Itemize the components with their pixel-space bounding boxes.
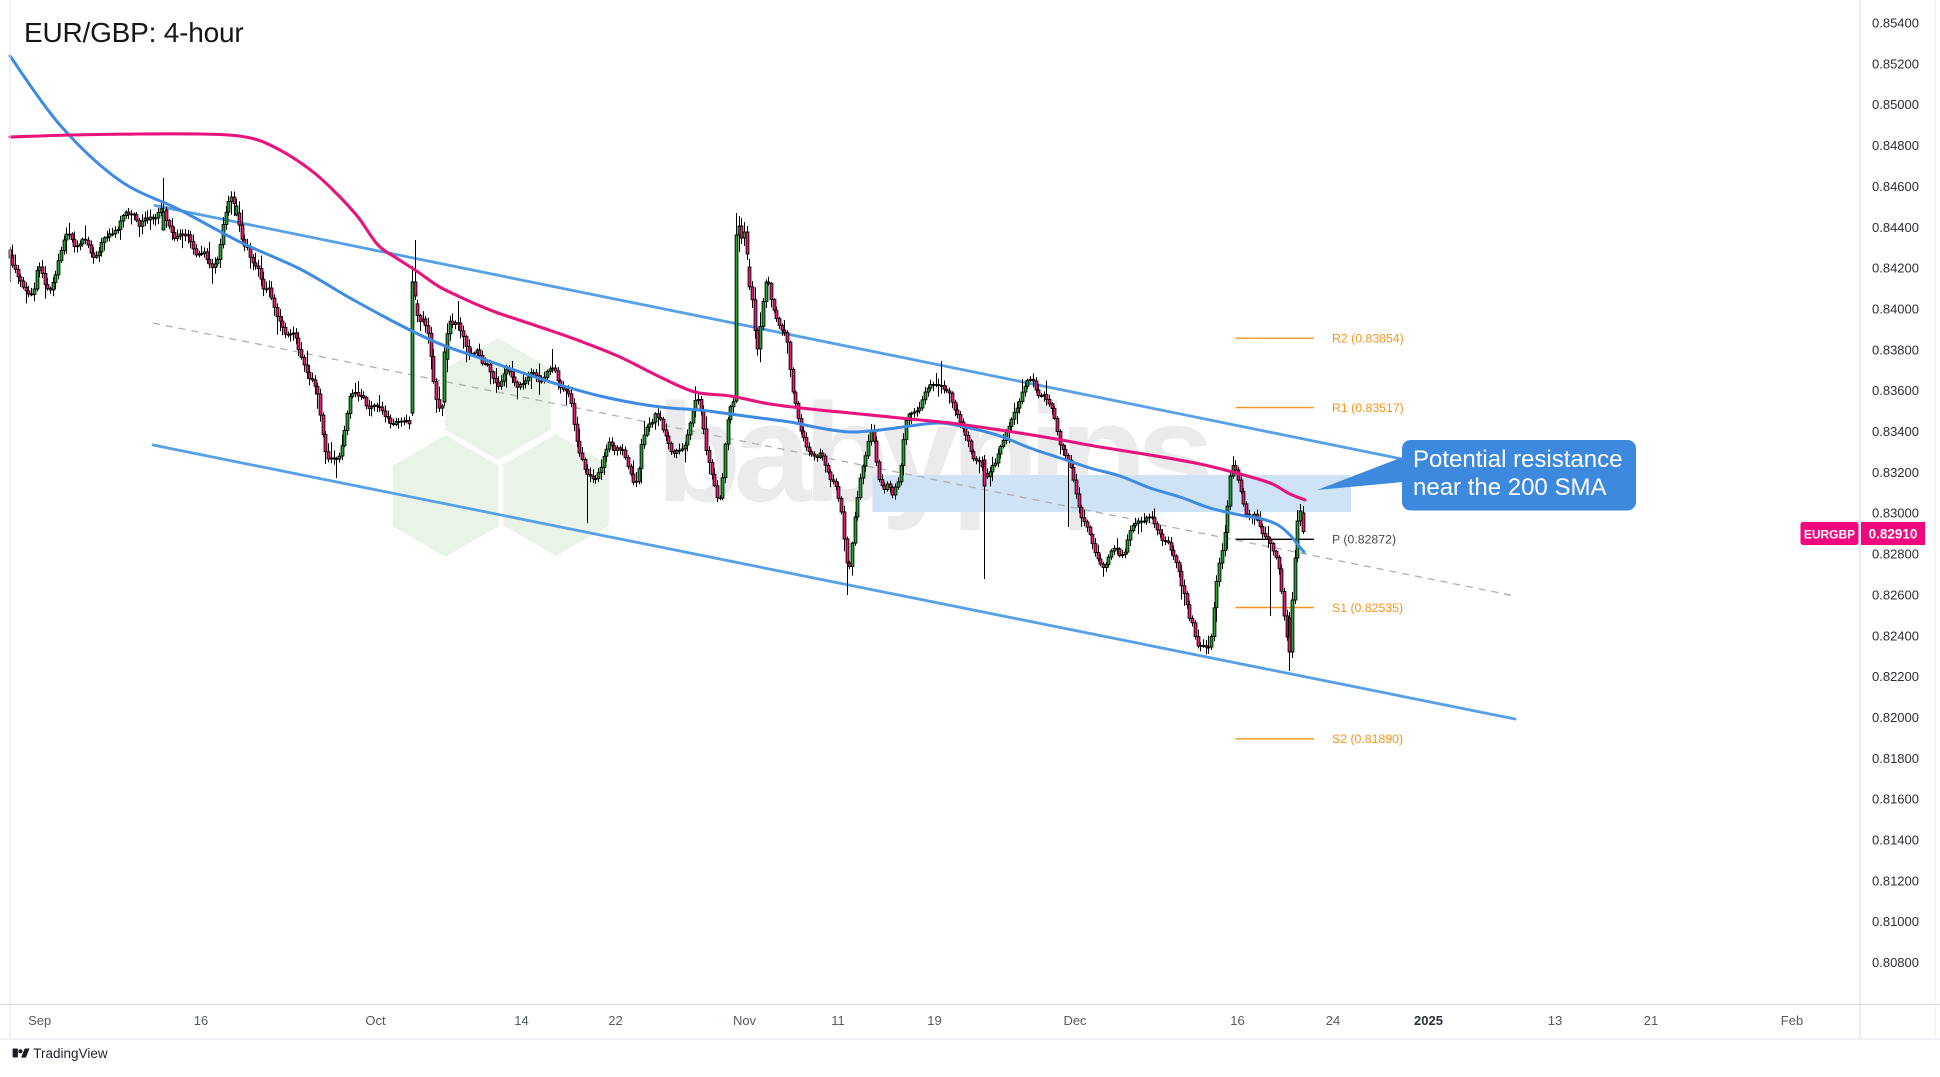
svg-text:2025: 2025 — [1414, 1013, 1443, 1028]
svg-text:Nov: Nov — [733, 1013, 757, 1028]
svg-text:0.83400: 0.83400 — [1872, 424, 1919, 439]
svg-text:EURGBP: EURGBP — [1804, 528, 1855, 542]
svg-text:0.85000: 0.85000 — [1872, 97, 1919, 112]
svg-text:0.80800: 0.80800 — [1872, 955, 1919, 970]
svg-text:0.82910: 0.82910 — [1869, 527, 1918, 542]
svg-text:0.82000: 0.82000 — [1872, 710, 1919, 725]
svg-text:R1 (0.83517): R1 (0.83517) — [1332, 401, 1404, 415]
svg-text:0.82200: 0.82200 — [1872, 669, 1919, 684]
svg-text:0.84800: 0.84800 — [1872, 138, 1919, 153]
svg-text:Potential resistance: Potential resistance — [1413, 446, 1622, 473]
svg-text:0.82400: 0.82400 — [1872, 628, 1919, 643]
svg-text:near the 200 SMA: near the 200 SMA — [1413, 474, 1606, 501]
svg-text:0.83000: 0.83000 — [1872, 506, 1919, 521]
svg-text:0.83600: 0.83600 — [1872, 383, 1919, 398]
svg-text:0.82800: 0.82800 — [1872, 547, 1919, 562]
svg-text:13: 13 — [1548, 1013, 1562, 1028]
svg-text:Sep: Sep — [28, 1013, 51, 1028]
svg-text:16: 16 — [1230, 1013, 1244, 1028]
svg-text:R2 (0.83854): R2 (0.83854) — [1332, 332, 1404, 346]
svg-text:14: 14 — [514, 1013, 528, 1028]
svg-text:0.81000: 0.81000 — [1872, 914, 1919, 929]
svg-text:Feb: Feb — [1781, 1013, 1803, 1028]
svg-text:P (0.82872): P (0.82872) — [1332, 533, 1396, 547]
svg-text:S1 (0.82535): S1 (0.82535) — [1332, 601, 1403, 615]
svg-text:0.84400: 0.84400 — [1872, 220, 1919, 235]
svg-text:16: 16 — [194, 1013, 208, 1028]
svg-text:0.85200: 0.85200 — [1872, 56, 1919, 71]
svg-text:22: 22 — [608, 1013, 622, 1028]
svg-text:EUR/GBP: 4-hour: EUR/GBP: 4-hour — [24, 17, 244, 48]
svg-text:TradingView: TradingView — [33, 1046, 108, 1061]
svg-text:11: 11 — [831, 1013, 845, 1028]
svg-text:0.81200: 0.81200 — [1872, 873, 1919, 888]
svg-text:0.84600: 0.84600 — [1872, 179, 1919, 194]
svg-text:0.82600: 0.82600 — [1872, 587, 1919, 602]
svg-text:Oct: Oct — [365, 1013, 386, 1028]
svg-text:24: 24 — [1326, 1013, 1340, 1028]
svg-text:0.85400: 0.85400 — [1872, 16, 1919, 31]
svg-text:0.81800: 0.81800 — [1872, 751, 1919, 766]
svg-text:0.83200: 0.83200 — [1872, 465, 1919, 480]
svg-text:0.84200: 0.84200 — [1872, 261, 1919, 276]
svg-text:21: 21 — [1644, 1013, 1658, 1028]
svg-text:Dec: Dec — [1063, 1013, 1087, 1028]
svg-text:0.83800: 0.83800 — [1872, 342, 1919, 357]
svg-text:S2 (0.81890): S2 (0.81890) — [1332, 732, 1403, 746]
svg-text:0.81600: 0.81600 — [1872, 792, 1919, 807]
svg-text:19: 19 — [927, 1013, 941, 1028]
svg-text:0.81400: 0.81400 — [1872, 833, 1919, 848]
svg-text:0.84000: 0.84000 — [1872, 302, 1919, 317]
